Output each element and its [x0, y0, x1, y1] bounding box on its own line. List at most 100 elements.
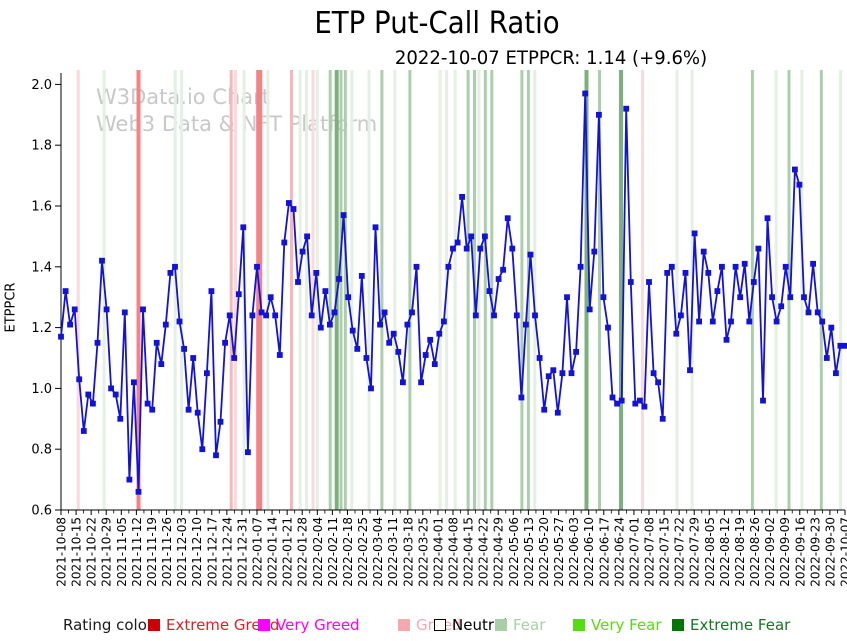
rating-band-greed [136, 70, 141, 510]
rating-band-fear [393, 70, 397, 510]
x-tick-label: 2021-10-22 [85, 517, 99, 587]
rating-band-fear [819, 70, 823, 510]
rating-band-greed [76, 70, 80, 510]
x-tick-label: 2022-08-26 [748, 517, 762, 587]
axes [60, 73, 845, 511]
x-tick-label: 2022-09-30 [823, 517, 837, 587]
rating-band-fear [477, 70, 481, 510]
legend-item-label: Very Fear [591, 616, 662, 634]
x-tick-label: 2022-02-11 [326, 517, 340, 587]
rating-band-fear [598, 70, 601, 510]
x-tick-label: 2022-01-28 [296, 517, 310, 587]
x-tick-label: 2022-09-02 [763, 517, 777, 587]
rating-band-fear [483, 70, 487, 510]
y-tick-label: 2.0 [31, 78, 52, 93]
legend-item-label: Neutral [452, 616, 508, 634]
x-tick-label: 2022-02-18 [341, 517, 355, 587]
rating-band-fear [298, 70, 302, 510]
legend-item-neutral: Neutral [434, 616, 507, 634]
rating-band-greed [290, 70, 293, 510]
x-tick-label: 2021-10-29 [100, 517, 114, 587]
rating-band-fear [180, 70, 184, 510]
legend-swatch [148, 618, 160, 631]
rating-band-fear [584, 70, 589, 510]
x-tick-label: 2022-05-06 [507, 517, 521, 587]
legend-item-very-greed: Very Greed [258, 616, 360, 634]
rating-band-greed [311, 70, 315, 510]
rating-band-fear [800, 70, 804, 510]
x-tick-label: 2022-07-15 [658, 517, 672, 587]
x-tick-label: 2022-06-03 [567, 517, 581, 587]
rating-band-fear [408, 70, 412, 510]
rating-band-fear [839, 70, 843, 510]
rating-band-fear [367, 70, 371, 510]
x-tick-label: 2022-08-05 [703, 517, 717, 587]
legend-swatch [573, 618, 585, 631]
x-tick-label: 2022-10-07 [839, 517, 847, 587]
rating-band-fear [173, 70, 177, 510]
legend-item-fear: Fear [495, 616, 545, 634]
legend-swatch [398, 618, 410, 631]
x-tick-label: 2021-11-12 [130, 517, 144, 587]
legend-item-very-fear: Very Fear [573, 616, 662, 634]
x-tick-label: 2022-04-29 [492, 517, 506, 587]
rating-band-fear [339, 70, 343, 510]
x-tick-label: 2022-07-01 [627, 517, 641, 587]
legend-item-label: Fear [513, 616, 546, 634]
x-tick-label: 2022-07-08 [643, 517, 657, 587]
y-tick-label: 1.6 [31, 200, 52, 215]
x-tick-label: 2022-01-07 [251, 517, 265, 587]
legend-swatch [434, 618, 446, 631]
y-tick-label: 1.4 [31, 260, 52, 275]
x-tick-label: 2022-09-09 [778, 517, 792, 587]
x-tick-label: 2021-12-17 [205, 517, 219, 587]
rating-band-fear [343, 70, 347, 510]
x-tick-label: 2022-05-20 [537, 517, 551, 587]
x-tick-label: 2021-12-03 [175, 517, 189, 587]
x-tick-label: 2022-04-15 [462, 517, 476, 587]
rating-band-greed [641, 70, 644, 510]
legend-item-extreme-fear: Extreme Fear [672, 616, 790, 634]
rating-band-fear [533, 70, 537, 510]
x-tick-label: 2021-12-24 [220, 517, 234, 587]
rating-band-fear [305, 70, 308, 510]
x-tick-label: 2022-04-22 [477, 517, 491, 587]
rating-band-fear [520, 70, 524, 510]
x-tick-label: 2021-10-15 [70, 517, 84, 587]
x-tick-label: 2022-06-17 [597, 517, 611, 587]
x-tick-label: 2022-01-14 [266, 517, 280, 587]
rating-band-fear [266, 70, 270, 510]
rating-band-fear [675, 70, 679, 510]
rating-band-fear [619, 70, 623, 510]
x-tick-label: 2022-03-11 [386, 517, 400, 587]
y-tick-label: 1.2 [31, 321, 52, 336]
x-tick-label: 2022-08-12 [718, 517, 732, 587]
x-tick-label: 2022-07-22 [673, 517, 687, 587]
y-axis: 0.6 0.8 1.0 1.2 1.4 1.6 1.8 2.0 [31, 78, 61, 519]
x-tick-label: 2022-02-04 [311, 517, 325, 587]
x-tick-label: 2022-05-27 [552, 517, 566, 587]
x-tick-label: 2022-08-19 [733, 517, 747, 587]
legend-title: Rating color [63, 616, 154, 634]
x-tick-label: 2022-09-23 [808, 517, 822, 587]
x-tick-label: 2021-11-26 [160, 517, 174, 587]
x-tick-label: 2022-05-13 [522, 517, 536, 587]
y-tick-label: 1.0 [31, 382, 52, 397]
legend-item-greed: Greed [398, 616, 461, 634]
y-tick-label: 0.6 [31, 504, 52, 519]
legend-item-label: Very Greed [276, 616, 360, 634]
rating-band-fear [466, 70, 470, 510]
y-tick-label: 1.8 [31, 139, 52, 154]
legend-item-label: Extreme Fear [690, 616, 791, 634]
x-tick-label: 2021-10-08 [55, 517, 69, 587]
legend-swatch [672, 618, 684, 631]
x-tick-label: 2022-03-25 [416, 517, 430, 587]
rating-band-greed [229, 70, 233, 510]
rating-band-fear [350, 70, 354, 510]
rating-band-fear [438, 70, 442, 510]
x-tick-label: 2021-11-05 [115, 517, 129, 587]
legend-item-label: Extreme Greed [166, 616, 280, 634]
x-tick-label: 2022-02-25 [356, 517, 370, 587]
